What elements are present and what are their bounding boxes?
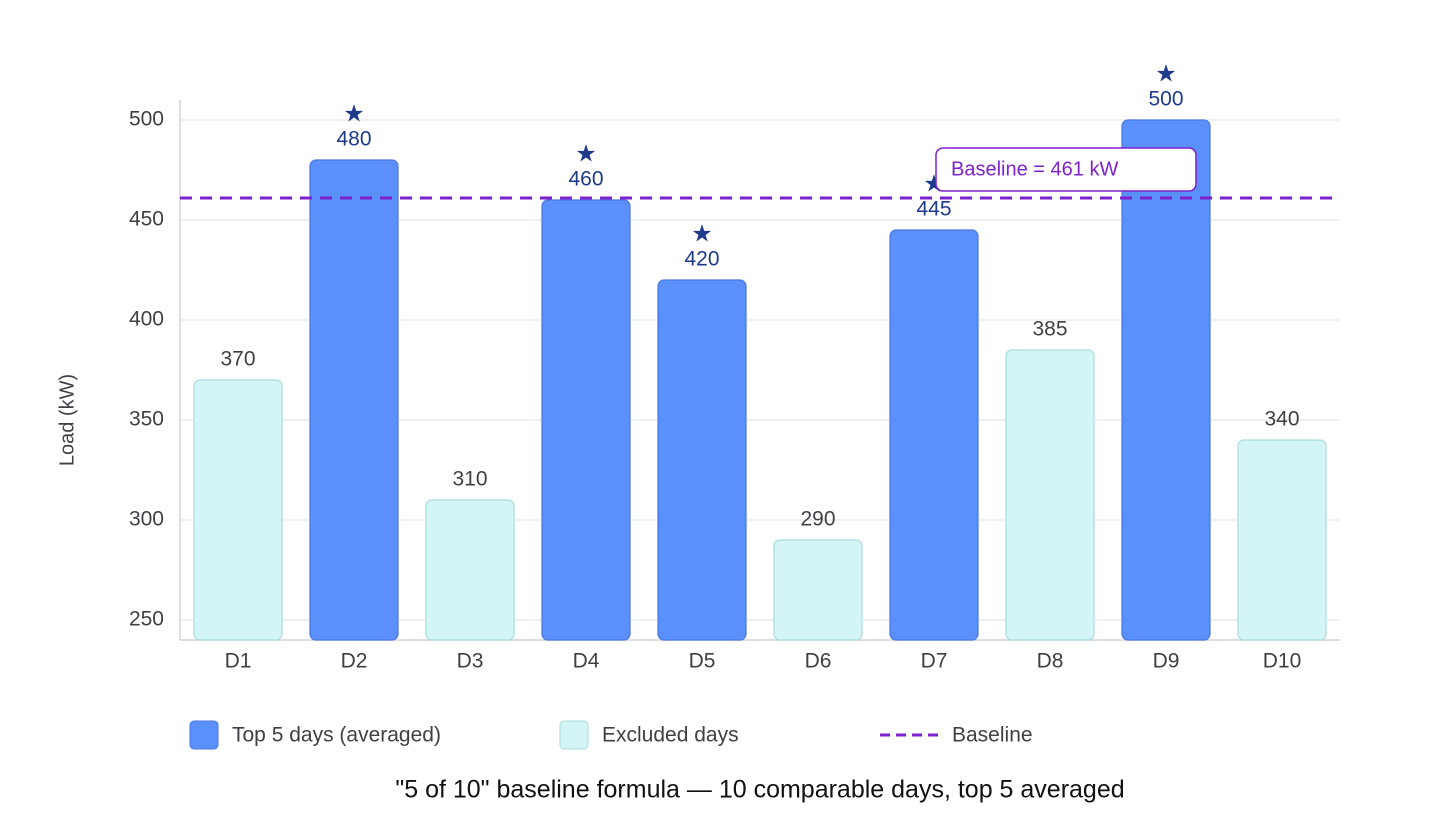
y-tick-label: 400 xyxy=(129,308,164,331)
data-label: 420 xyxy=(684,248,719,271)
y-tick-label: 450 xyxy=(129,208,164,231)
legend-label-top: Top 5 days (averaged) xyxy=(232,724,441,747)
bar-d7[interactable] xyxy=(889,229,979,641)
bar-d2[interactable] xyxy=(309,159,399,641)
bar-d3[interactable] xyxy=(425,499,515,641)
x-tick-label: D1 xyxy=(225,650,252,673)
bar-d4[interactable] xyxy=(541,199,631,641)
legend-item-excluded[interactable]: Excluded days xyxy=(559,720,739,750)
x-tick-label: D9 xyxy=(1153,650,1180,673)
baseline-annotation-box xyxy=(935,147,1197,192)
x-tick-label: D6 xyxy=(805,650,832,673)
y-tick-label: 250 xyxy=(129,608,164,631)
star-icon: ★ xyxy=(575,140,597,167)
baseline-annotation: Baseline = 461 kW xyxy=(935,147,1197,192)
data-label: 290 xyxy=(800,508,835,531)
baseline-annotation-label: Baseline = 461 kW xyxy=(951,158,1118,180)
y-tick-label: 350 xyxy=(129,408,164,431)
y-tick-label: 500 xyxy=(129,108,164,131)
data-label: 370 xyxy=(220,348,255,371)
x-tick-label: D10 xyxy=(1263,650,1302,673)
y-tick-label: 300 xyxy=(129,508,164,531)
legend-item-baseline[interactable]: Baseline xyxy=(880,724,1033,747)
bar-d6[interactable] xyxy=(773,539,863,641)
bar-d1[interactable] xyxy=(193,379,283,641)
legend-item-top[interactable]: Top 5 days (averaged) xyxy=(189,720,441,750)
data-label: 310 xyxy=(452,468,487,491)
data-label: 385 xyxy=(1032,318,1067,341)
x-axis-ticks: D1 D2 D3 D4 D5 D6 D7 D8 D9 D10 xyxy=(225,650,1302,673)
data-label: 500 xyxy=(1148,88,1183,111)
bar-d5[interactable] xyxy=(657,279,747,641)
bar-d9[interactable] xyxy=(1121,119,1211,641)
data-label: 480 xyxy=(336,128,371,151)
legend-swatch-excluded xyxy=(559,720,589,750)
x-tick-label: D4 xyxy=(573,650,600,673)
data-label: 340 xyxy=(1264,408,1299,431)
bars xyxy=(193,119,1327,641)
bar-d8[interactable] xyxy=(1005,349,1095,641)
x-tick-label: D7 xyxy=(921,650,948,673)
x-tick-label: D3 xyxy=(457,650,484,673)
chart-title: "5 of 10" baseline formula — 10 comparab… xyxy=(395,776,1124,804)
y-axis-ticks: 250 300 350 400 450 500 xyxy=(129,108,164,631)
star-icon: ★ xyxy=(1155,60,1177,87)
data-label: 445 xyxy=(916,198,951,221)
bar-d10[interactable] xyxy=(1237,439,1327,641)
star-icon: ★ xyxy=(691,220,713,247)
x-tick-label: D2 xyxy=(341,650,368,673)
legend-label-baseline: Baseline xyxy=(952,724,1033,747)
x-tick-label: D8 xyxy=(1037,650,1064,673)
x-tick-label: D5 xyxy=(689,650,716,673)
legend: Top 5 days (averaged) Excluded days Base… xyxy=(189,720,1033,750)
star-icon: ★ xyxy=(343,100,365,127)
legend-label-excluded: Excluded days xyxy=(602,724,739,747)
y-axis-label: Load (kW) xyxy=(56,374,78,466)
legend-swatch-top xyxy=(189,720,219,750)
data-label: 460 xyxy=(568,168,603,191)
